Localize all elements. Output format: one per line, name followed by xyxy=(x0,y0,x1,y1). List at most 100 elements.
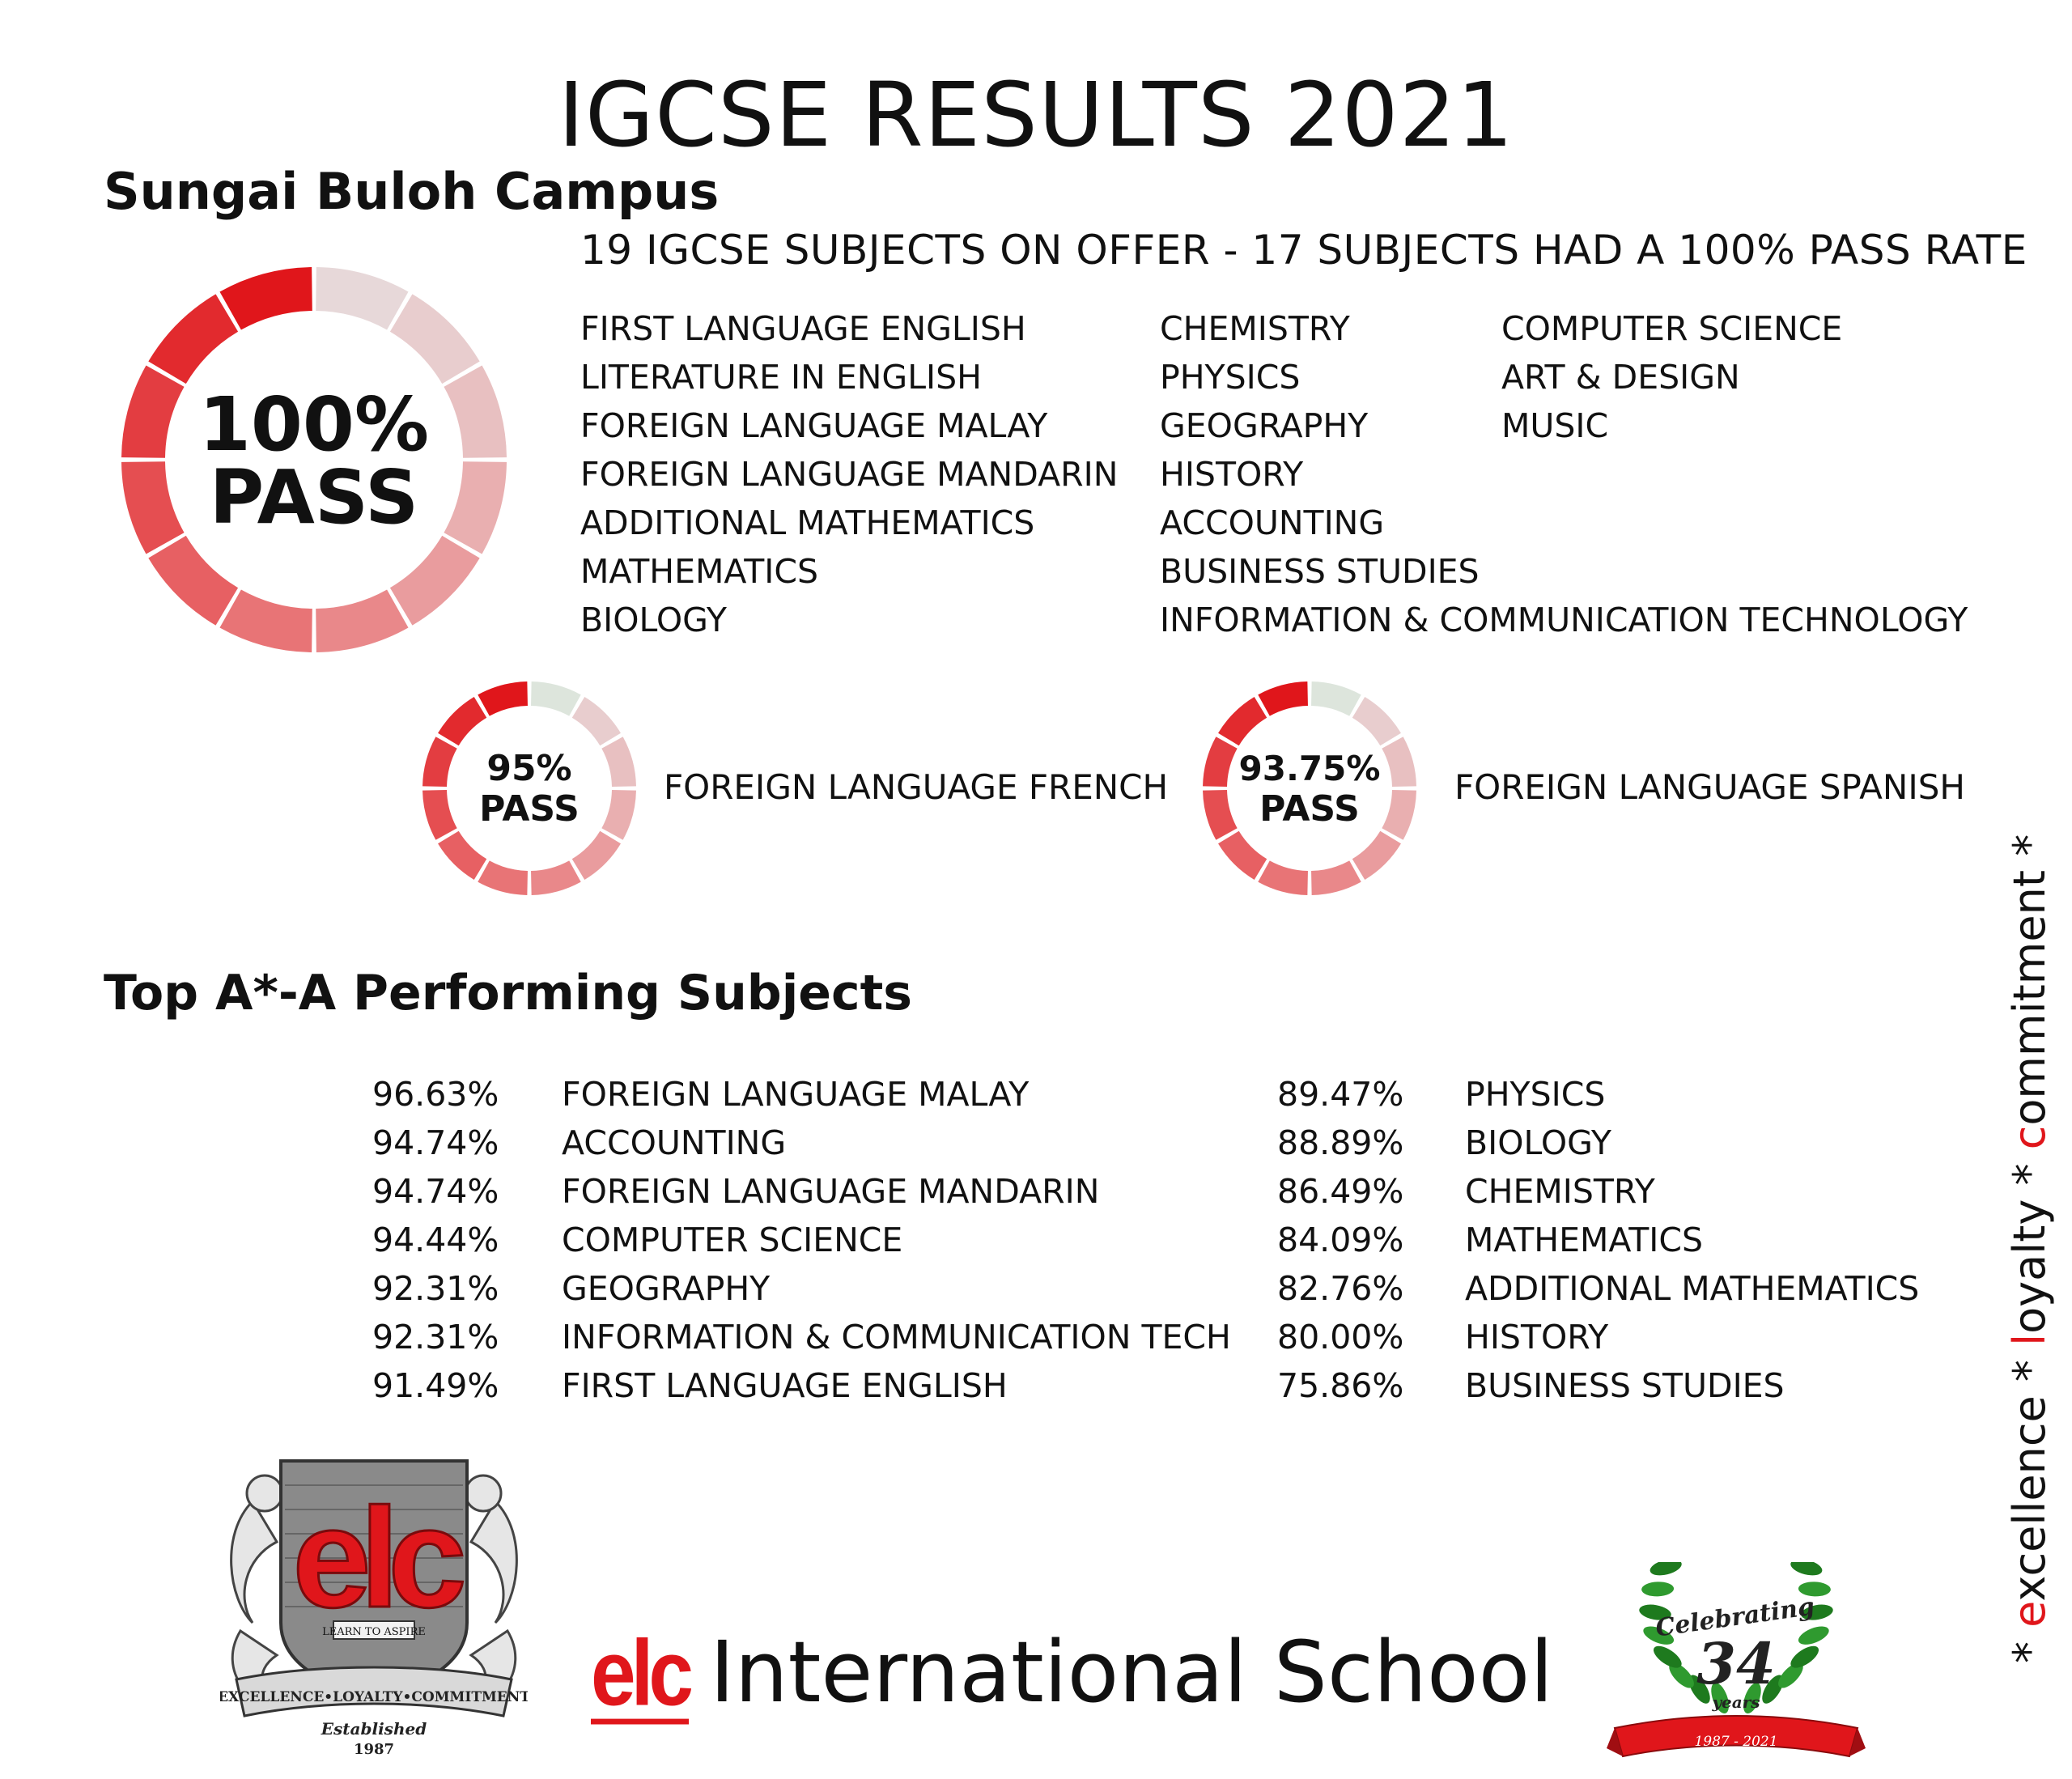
donut-segment xyxy=(438,830,487,880)
laurel-leaf xyxy=(1643,1626,1675,1645)
subject-item: LITERATURE IN ENGLISH xyxy=(580,358,982,397)
pct-value: 91.49% xyxy=(372,1366,499,1405)
motto-initial-l: l xyxy=(2004,1333,2055,1346)
subject-item: PHYSICS xyxy=(1160,358,1301,397)
table-row: 84.09% MATHEMATICS xyxy=(1277,1216,1941,1264)
laurel-leaf xyxy=(1669,1662,1694,1688)
spanish-subject: FOREIGN LANGUAGE SPANISH xyxy=(1454,767,1965,807)
donut-segment xyxy=(1218,830,1267,880)
main-pass-label: PASS xyxy=(210,454,419,541)
main-pass-percent: 100% xyxy=(199,381,429,468)
donut-segment xyxy=(1311,681,1361,716)
donut-segment xyxy=(316,267,409,330)
motto-word-loyalty: oyalty xyxy=(2004,1199,2055,1334)
subject-item: ACCOUNTING xyxy=(1160,503,1385,542)
crest-logo-text: elc xyxy=(292,1480,463,1637)
crest-banner: EXCELLENCE•LOYALTY•COMMITMENT xyxy=(220,1689,528,1705)
anniversary-number: 34 xyxy=(1696,1630,1775,1697)
offer-summary: 19 IGCSE SUBJECTS ON OFFER - 17 SUBJECTS… xyxy=(580,227,2027,274)
full-pass-col-3: COMPUTER SCIENCE ART & DESIGN MUSIC xyxy=(1501,304,1842,450)
table-row: 86.49% CHEMISTRY xyxy=(1277,1167,1941,1216)
subject-name: MATHEMATICS xyxy=(1465,1221,1704,1259)
motto-separator: * xyxy=(2004,1641,2055,1663)
laurel-leaf xyxy=(1778,1662,1803,1688)
subject-item: ART & DESIGN xyxy=(1501,358,1740,397)
donut-segment xyxy=(531,860,581,895)
donut-segment xyxy=(219,589,312,652)
motto-initial-e: e xyxy=(2004,1601,2055,1628)
motto-word-commitment: ommitment xyxy=(2004,869,2055,1126)
table-row: 92.31% INFORMATION & COMMUNICATION TECH xyxy=(372,1313,1263,1361)
laurel-leaf xyxy=(1790,1562,1823,1576)
pct-value: 75.86% xyxy=(1277,1366,1404,1405)
subject-item: FOREIGN LANGUAGE MANDARIN xyxy=(580,455,1119,494)
campus-heading: Sungai Buloh Campus xyxy=(104,162,720,221)
pct-value: 86.49% xyxy=(1277,1172,1404,1211)
laurel-leaf xyxy=(1798,1626,1829,1645)
subject-item: GEOGRAPHY xyxy=(1160,406,1369,445)
subject-name: CHEMISTRY xyxy=(1465,1172,1655,1211)
donut-segment xyxy=(571,697,621,746)
crest-established: Established xyxy=(321,1719,427,1739)
motto-separator: * xyxy=(2004,1163,2055,1186)
laurel-leaf xyxy=(1650,1562,1682,1576)
donut-segment xyxy=(1203,790,1238,840)
subject-item: COMPUTER SCIENCE xyxy=(1501,309,1843,348)
laurel-leaf xyxy=(1743,1682,1761,1714)
laurel-leaf xyxy=(1762,1675,1784,1704)
laurel-leaf xyxy=(1639,1604,1671,1620)
pct-value: 84.09% xyxy=(1277,1221,1404,1259)
donut-segment xyxy=(438,697,487,746)
donut-segment xyxy=(1258,860,1308,895)
subject-name: GEOGRAPHY xyxy=(562,1269,771,1308)
donut-segment xyxy=(422,790,457,840)
pct-value: 94.74% xyxy=(372,1172,499,1211)
spanish-pass-percent: 93.75% xyxy=(1239,749,1381,788)
donut-segment xyxy=(444,365,507,458)
subject-name: FOREIGN LANGUAGE MANDARIN xyxy=(562,1172,1100,1211)
donut-segment xyxy=(601,737,636,787)
donut-segment xyxy=(571,830,621,880)
donut-segment xyxy=(121,365,185,458)
subject-name: ACCOUNTING xyxy=(562,1123,787,1162)
laurel-leaf xyxy=(1653,1645,1682,1668)
subject-item: FOREIGN LANGUAGE MALAY xyxy=(580,406,1048,445)
table-row: 88.89% BIOLOGY xyxy=(1277,1119,1941,1167)
subject-name: FIRST LANGUAGE ENGLISH xyxy=(562,1366,1008,1405)
motto-word-excellence: xcellence xyxy=(2004,1395,2055,1602)
donut-segment xyxy=(1352,697,1401,746)
subject-item: MUSIC xyxy=(1501,406,1609,445)
donut-segment xyxy=(478,681,528,716)
spanish-pass-label: PASS xyxy=(1259,788,1360,830)
table-row: 96.63% FOREIGN LANGUAGE MALAY xyxy=(372,1070,1263,1119)
french-donut-segments xyxy=(422,681,636,895)
donut-segment xyxy=(444,461,507,554)
pct-value: 88.89% xyxy=(1277,1123,1404,1162)
subject-item: FIRST LANGUAGE ENGLISH xyxy=(580,309,1026,348)
subject-item: HISTORY xyxy=(1160,455,1304,494)
donut-segment xyxy=(1258,681,1308,716)
subject-name: PHYSICS xyxy=(1465,1075,1606,1114)
anniversary-emblem: Celebrating 34 years 1987 - 2021 xyxy=(1607,1562,1866,1758)
spanish-pass-donut: 93.75% PASS xyxy=(1203,681,1416,895)
anniversary-range: 1987 - 2021 xyxy=(1694,1734,1777,1750)
subject-item: BIOLOGY xyxy=(580,601,727,639)
table-row: 89.47% PHYSICS xyxy=(1277,1070,1941,1119)
subject-item: MATHEMATICS xyxy=(580,552,819,591)
laurel-wreath-icon xyxy=(1639,1562,1833,1714)
pct-value: 92.31% xyxy=(372,1269,499,1308)
laurel-leaf xyxy=(1798,1582,1831,1597)
donut-segment xyxy=(601,790,636,840)
brand-name: International School xyxy=(710,1623,1554,1722)
pct-value: 92.31% xyxy=(372,1318,499,1357)
pct-value: 82.76% xyxy=(1277,1269,1404,1308)
school-crest-logo: elc LEARN TO ASPIRE EXCELLENCE•LOYALTY•C… xyxy=(220,1459,528,1758)
pct-value: 89.47% xyxy=(1277,1075,1404,1114)
subject-name: INFORMATION & COMMUNICATION TECH xyxy=(562,1318,1231,1357)
table-row: 80.00% HISTORY xyxy=(1277,1313,1941,1361)
subject-item: BUSINESS STUDIES xyxy=(1160,552,1480,591)
subject-item: INFORMATION & COMMUNICATION TECHNOLOGY xyxy=(1160,601,1968,639)
motto-separator: * xyxy=(2004,834,2055,856)
full-pass-col-2: CHEMISTRY PHYSICS GEOGRAPHY HISTORY ACCO… xyxy=(1160,304,1968,644)
table-row: 94.74% ACCOUNTING xyxy=(372,1119,1263,1167)
